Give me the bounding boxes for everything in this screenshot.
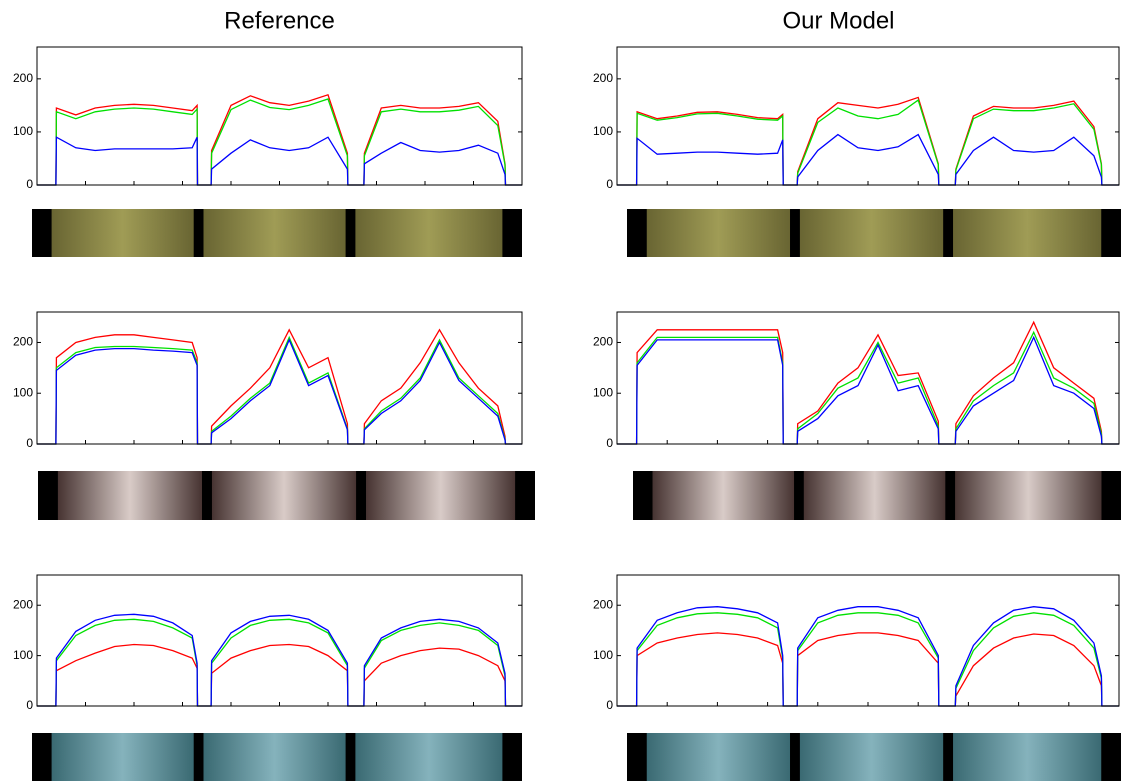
swatch-segment: [51, 209, 194, 257]
data-line: [617, 632, 1119, 707]
swatch-segment: [57, 471, 203, 520]
swatch-segment: [652, 471, 795, 520]
data-line: [37, 98, 522, 186]
swatch-segment: [211, 471, 357, 520]
y-tick-label: 100: [593, 385, 613, 399]
swatch-segment: [955, 471, 1102, 520]
data-line: [37, 613, 522, 707]
data-line: [617, 96, 1119, 186]
data-line: [617, 133, 1119, 186]
plot-frame: [616, 46, 1120, 186]
y-tick-label: 100: [13, 124, 33, 138]
swatch-segment: [646, 733, 791, 781]
y-tick-label: 0: [606, 698, 613, 712]
y-tick-label: 0: [26, 698, 33, 712]
swatch-segment: [203, 733, 346, 781]
data-line: [37, 136, 522, 186]
y-tick-label: 100: [13, 385, 33, 399]
swatch-segment: [355, 733, 503, 781]
y-tick-label: 0: [606, 436, 613, 450]
y-tick-label: 0: [26, 436, 33, 450]
data-line: [617, 330, 1119, 445]
swatch-segment: [646, 209, 791, 257]
swatch-segment: [799, 209, 944, 257]
swatch-segment: [203, 209, 346, 257]
swatch-segment: [803, 471, 946, 520]
data-line: [617, 320, 1119, 445]
y-tick-label: 200: [13, 597, 33, 611]
swatch-segment: [953, 209, 1102, 257]
y-tick-label: 200: [593, 335, 613, 349]
y-tick-label: 200: [593, 597, 613, 611]
data-line: [37, 618, 522, 707]
data-line: [37, 643, 522, 707]
y-tick-label: 100: [593, 124, 613, 138]
y-tick-label: 200: [13, 71, 33, 85]
data-line: [37, 338, 522, 445]
y-tick-label: 200: [13, 335, 33, 349]
y-tick-label: 0: [606, 177, 613, 191]
swatch-segment: [355, 209, 503, 257]
y-tick-label: 100: [13, 648, 33, 662]
swatch-segment: [51, 733, 194, 781]
plot-frame: [36, 311, 523, 445]
swatch-segment: [953, 733, 1102, 781]
data-line: [37, 328, 522, 445]
y-tick-label: 200: [593, 71, 613, 85]
data-line: [617, 99, 1119, 186]
swatch-segment: [366, 471, 516, 520]
plot-frame: [616, 574, 1120, 707]
y-tick-label: 100: [593, 648, 613, 662]
data-line: [37, 93, 522, 186]
swatch-segment: [799, 733, 944, 781]
data-line: [617, 612, 1119, 707]
plot-frame: [36, 574, 523, 707]
data-line: [617, 335, 1119, 445]
y-tick-label: 0: [26, 177, 33, 191]
column-title: Our Model: [782, 7, 894, 34]
data-line: [37, 335, 522, 445]
data-line: [617, 606, 1119, 707]
plot-frame: [36, 46, 523, 186]
column-title: Reference: [224, 7, 335, 34]
plot-frame: [616, 311, 1120, 445]
